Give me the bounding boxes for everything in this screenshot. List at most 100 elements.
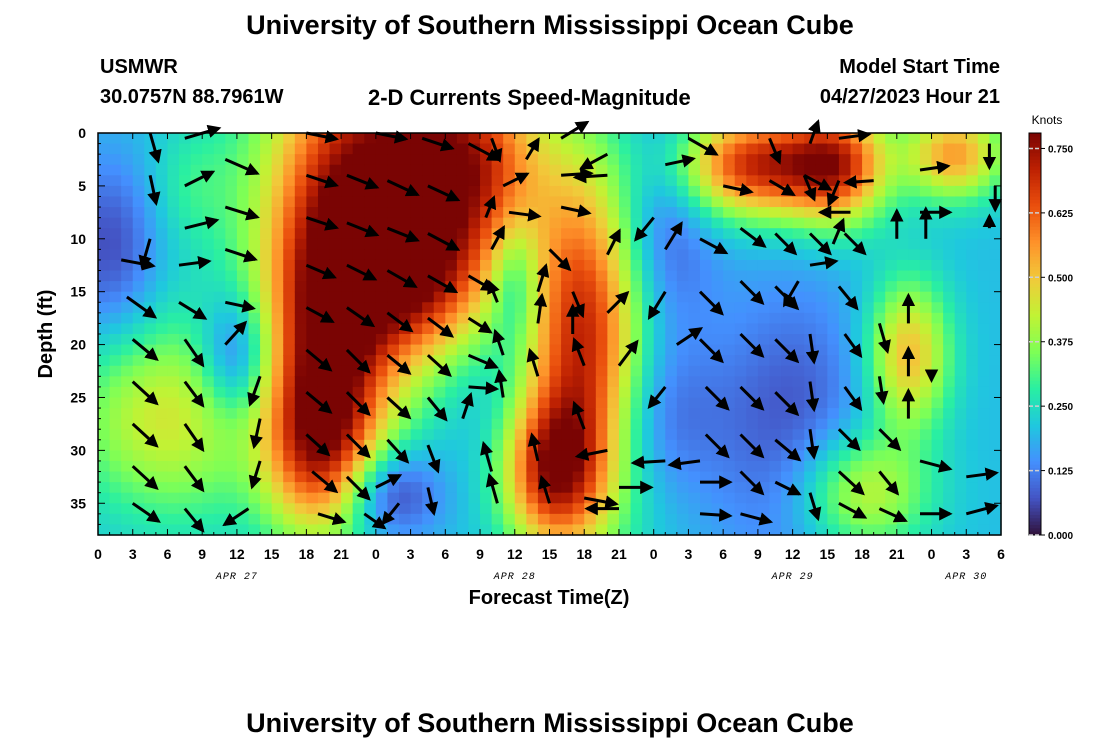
heatmap-cell bbox=[190, 207, 203, 219]
heatmap-cell bbox=[723, 439, 736, 451]
heatmap-cell bbox=[665, 418, 678, 430]
heatmap-cell bbox=[306, 450, 319, 462]
y-tick-label: 30 bbox=[70, 442, 86, 458]
heatmap-cell bbox=[503, 386, 516, 399]
heatmap-cell bbox=[341, 154, 354, 166]
heatmap-cell bbox=[757, 365, 771, 377]
colorbar-segment bbox=[1029, 307, 1041, 312]
heatmap-cell bbox=[329, 323, 342, 335]
heatmap-cell bbox=[375, 503, 389, 515]
velocity-arrow bbox=[875, 376, 889, 405]
heatmap-cell bbox=[468, 397, 481, 409]
heatmap-cell bbox=[399, 439, 412, 451]
heatmap-cell bbox=[815, 376, 828, 388]
heatmap-cell bbox=[572, 196, 585, 208]
heatmap-cell bbox=[503, 143, 516, 155]
heatmap-cell bbox=[850, 492, 863, 504]
x-tick-label: 15 bbox=[264, 546, 280, 562]
heatmap-cell bbox=[850, 185, 863, 198]
heatmap-cell bbox=[572, 482, 585, 494]
heatmap-cell bbox=[445, 471, 458, 483]
heatmap-cell bbox=[271, 513, 284, 526]
heatmap-cell bbox=[283, 228, 296, 240]
heatmap-cell bbox=[642, 291, 655, 303]
heatmap-cell bbox=[618, 397, 632, 409]
heatmap-cell bbox=[155, 281, 169, 293]
heatmap-cell bbox=[387, 408, 400, 420]
heatmap-cell bbox=[503, 334, 516, 346]
heatmap-cell bbox=[954, 323, 967, 335]
colorbar-segment bbox=[1029, 367, 1041, 372]
heatmap-cell bbox=[862, 217, 875, 229]
heatmap-cell bbox=[271, 482, 284, 494]
heatmap-cell bbox=[98, 513, 111, 526]
colorbar-segment bbox=[1029, 504, 1041, 509]
heatmap-cell bbox=[908, 460, 921, 473]
heatmap-cell bbox=[862, 323, 875, 335]
heatmap-cell bbox=[213, 355, 226, 367]
heatmap-cell bbox=[919, 291, 933, 303]
heatmap-cell bbox=[387, 133, 400, 145]
heatmap-cell bbox=[572, 386, 585, 399]
heatmap-cell bbox=[954, 471, 967, 483]
heatmap-cell bbox=[387, 259, 400, 272]
colorbar-segment bbox=[1029, 313, 1041, 318]
heatmap-cell bbox=[642, 355, 655, 367]
velocity-arrow bbox=[704, 385, 730, 411]
heatmap-cell bbox=[190, 429, 203, 441]
heatmap-cell bbox=[734, 207, 747, 219]
heatmap-cell bbox=[827, 238, 840, 250]
heatmap-cell bbox=[584, 249, 597, 261]
heatmap-cell bbox=[526, 513, 539, 526]
heatmap-cell bbox=[746, 524, 759, 536]
heatmap-cell bbox=[873, 238, 886, 250]
heatmap-cell bbox=[248, 228, 261, 240]
heatmap-cell bbox=[121, 270, 134, 282]
heatmap-cell bbox=[341, 503, 354, 515]
heatmap-cell bbox=[132, 344, 145, 356]
colorbar-segment bbox=[1029, 478, 1041, 482]
heatmap-cell bbox=[352, 281, 365, 293]
heatmap-cell bbox=[711, 281, 724, 293]
heatmap-cell bbox=[977, 207, 991, 219]
heatmap-cell bbox=[781, 524, 794, 536]
heatmap-cell bbox=[746, 164, 759, 176]
heatmap-cell bbox=[260, 408, 273, 420]
heatmap-cell bbox=[202, 238, 215, 250]
heatmap-cell bbox=[341, 365, 354, 377]
heatmap-cell bbox=[653, 154, 666, 166]
heatmap-cell bbox=[908, 281, 921, 293]
heatmap-cell bbox=[966, 238, 979, 250]
heatmap-cell bbox=[618, 238, 632, 250]
heatmap-cell bbox=[665, 259, 678, 272]
heatmap-cell bbox=[977, 408, 991, 420]
heatmap-cell bbox=[873, 259, 886, 272]
heatmap-cell bbox=[121, 334, 134, 346]
heatmap-cell bbox=[387, 302, 400, 314]
heatmap-cell bbox=[943, 259, 956, 272]
heatmap-cell bbox=[283, 365, 296, 377]
heatmap-cell bbox=[537, 376, 551, 388]
heatmap-cell bbox=[364, 344, 377, 356]
x-tick-label: 9 bbox=[754, 546, 762, 562]
heatmap-cell bbox=[294, 365, 307, 377]
colorbar-segment bbox=[1029, 457, 1041, 462]
heatmap-cell bbox=[676, 450, 690, 462]
heatmap-cell bbox=[943, 355, 956, 367]
heatmap-cell bbox=[607, 281, 620, 293]
heatmap-cell bbox=[908, 133, 921, 145]
heatmap-cell bbox=[688, 281, 701, 293]
heatmap-cell bbox=[248, 312, 261, 325]
heatmap-cell bbox=[827, 376, 840, 388]
heatmap-cell bbox=[306, 482, 319, 494]
heatmap-cell bbox=[653, 355, 666, 367]
heatmap-cell bbox=[746, 429, 759, 441]
heatmap-cell bbox=[179, 397, 192, 409]
heatmap-cell bbox=[746, 175, 759, 187]
colorbar-segment bbox=[1029, 394, 1041, 399]
x-tick-label: 15 bbox=[542, 546, 558, 562]
heatmap-cell bbox=[225, 249, 238, 261]
heatmap-cell bbox=[132, 492, 145, 504]
velocity-arrow bbox=[526, 347, 540, 377]
heatmap-cell bbox=[317, 503, 331, 515]
